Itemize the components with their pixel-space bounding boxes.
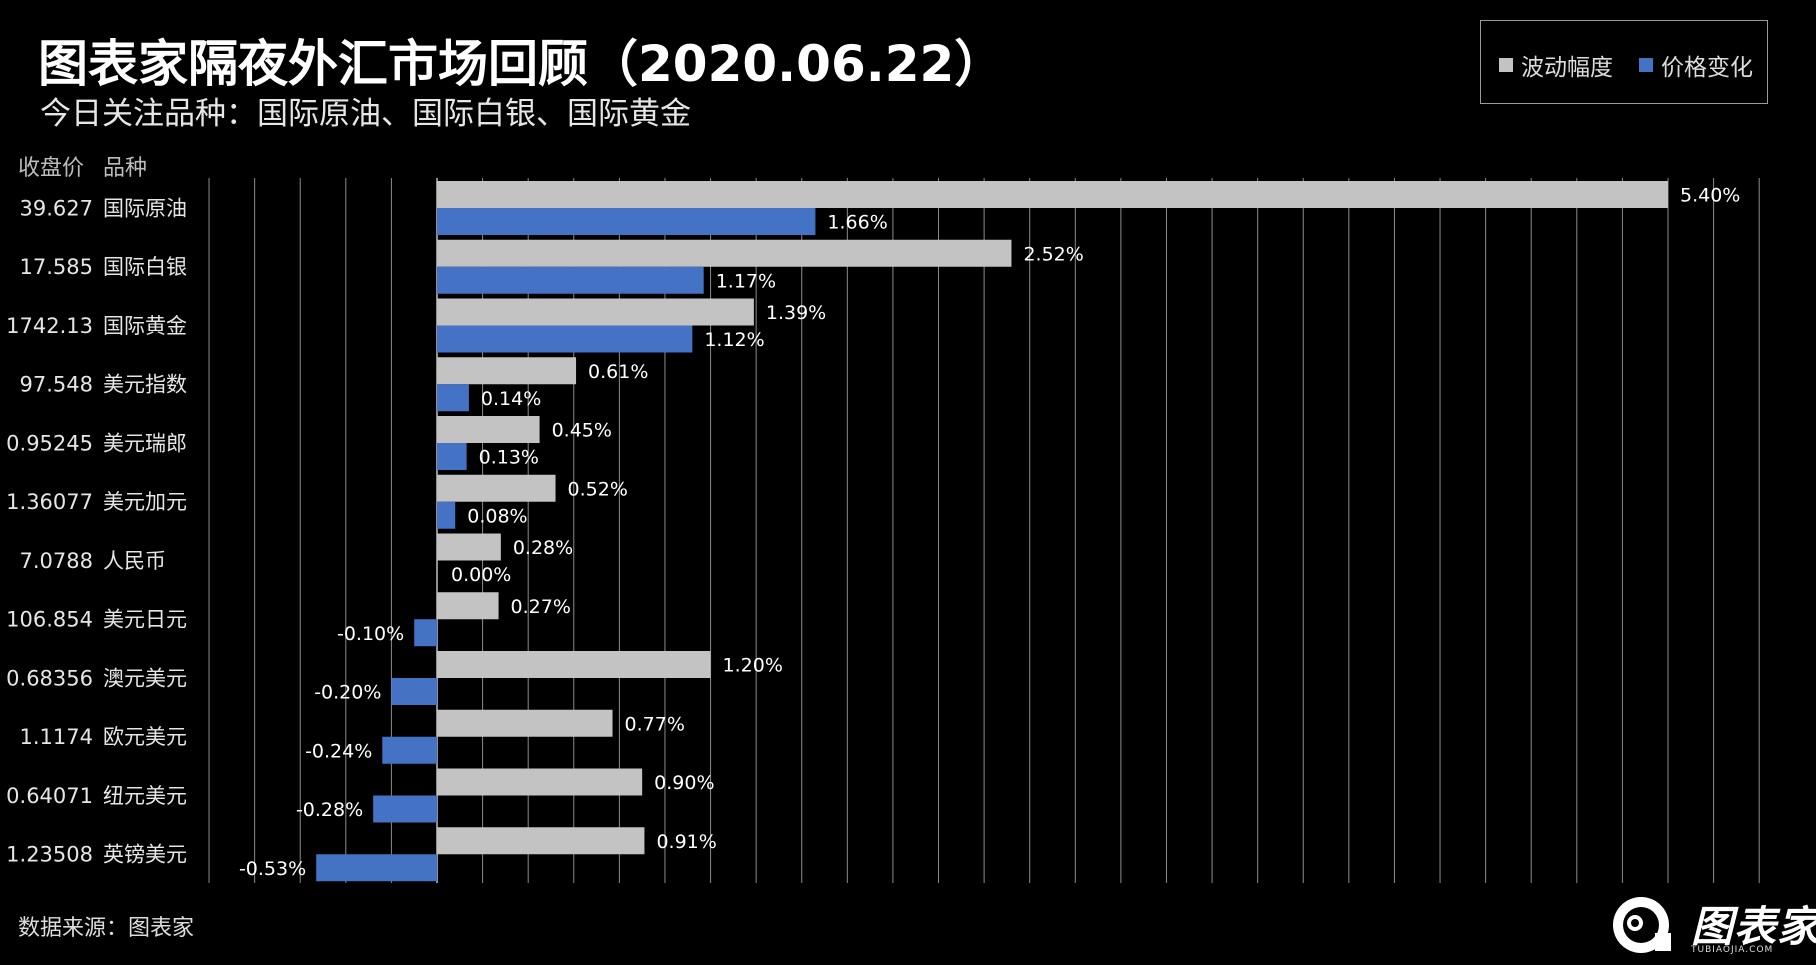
data-label: 0.52% (568, 478, 628, 500)
volatility-bar (437, 474, 556, 502)
volatility-bar (437, 709, 613, 737)
instrument-label: 美元加元 (103, 490, 187, 514)
data-label: 5.40% (1680, 185, 1740, 207)
data-label: -0.20% (314, 682, 381, 704)
price-change-bar (382, 736, 437, 764)
close-price-label: 0.68356 (6, 666, 93, 690)
volatility-bar (437, 239, 1012, 267)
data-label: 0.90% (654, 772, 714, 794)
data-label: 0.08% (467, 505, 527, 527)
legend-swatch-volatility (1499, 58, 1513, 72)
data-label: -0.53% (239, 858, 306, 880)
price-change-bar (437, 208, 816, 235)
instrument-label: 美元指数 (103, 373, 187, 397)
data-label: 0.77% (625, 713, 685, 735)
close-price-label: 0.64071 (6, 784, 93, 808)
data-label: -0.24% (305, 740, 372, 762)
volatility-bar (437, 181, 1668, 208)
brand-name: 图表家 (1691, 902, 1816, 951)
instrument-label: 美元日元 (103, 608, 187, 632)
price-change-bar (437, 443, 467, 470)
legend-swatch-price-change (1639, 58, 1653, 72)
instrument-label: 英镑美元 (103, 843, 187, 867)
instrument-label: 国际原油 (103, 196, 187, 220)
data-label: 1.12% (704, 329, 764, 351)
column-header-instrument: 品种 (103, 156, 148, 181)
close-price-label: 7.0788 (20, 549, 93, 573)
close-price-label: 1742.13 (6, 314, 93, 338)
price-change-bar (316, 854, 437, 882)
data-label: 0.61% (588, 361, 648, 383)
price-change-bar (391, 678, 437, 705)
volatility-bar (437, 827, 645, 855)
volatility-bar (437, 651, 711, 678)
price-change-bar (437, 384, 469, 412)
brand-mascot-icon (1613, 897, 1671, 953)
volatility-bar (437, 416, 540, 443)
data-label: 0.91% (656, 831, 716, 853)
data-label: 1.17% (716, 270, 776, 292)
chart-title: 图表家隔夜外汇市场回顾（2020.06.22） (38, 35, 1005, 93)
price-change-bar (414, 619, 437, 647)
instrument-label: 欧元美元 (103, 725, 187, 749)
volatility-bar (437, 592, 499, 620)
close-price-label: 1.1174 (20, 725, 93, 749)
legend: 波动幅度 价格变化 (1480, 20, 1768, 104)
brand-url: TUBIAOJIA.COM (1691, 945, 1774, 955)
price-change-bar (437, 325, 693, 353)
volatility-bar (437, 357, 577, 385)
column-header-close-price: 收盘价 (18, 156, 85, 181)
data-label: 1.20% (723, 655, 783, 677)
price-change-bar (437, 266, 704, 294)
data-label: 0.13% (479, 447, 539, 469)
data-label: 0.45% (552, 420, 612, 442)
instrument-label: 美元瑞郎 (103, 431, 187, 455)
data-label: -0.10% (337, 623, 404, 645)
volatility-bar (437, 768, 643, 796)
legend-item-price-change: 价格变化 (1639, 48, 1753, 82)
price-change-bar (437, 501, 456, 529)
close-price-label: 106.854 (6, 608, 93, 632)
brand-logo: 图表家 TUBIAOJIA.COM (1607, 893, 1816, 957)
legend-label-volatility: 波动幅度 (1521, 55, 1613, 81)
close-price-label: 1.36077 (6, 490, 93, 514)
instrument-label: 国际白银 (103, 255, 187, 279)
data-label: 0.27% (511, 596, 571, 618)
data-label: 2.52% (1023, 243, 1083, 265)
close-price-label: 0.95245 (6, 431, 93, 455)
volatility-bar (437, 298, 754, 326)
instrument-label: 纽元美元 (103, 784, 187, 808)
instrument-label: 国际黄金 (103, 314, 187, 338)
volatility-bar (437, 533, 501, 561)
legend-label-price-change: 价格变化 (1661, 55, 1753, 81)
instrument-label: 人民币 (103, 549, 166, 573)
close-price-label: 39.627 (20, 196, 93, 220)
chart-subtitle: 今日关注品种：国际原油、国际白银、国际黄金 (40, 96, 691, 132)
legend-item-volatility: 波动幅度 (1499, 48, 1613, 82)
data-source: 数据来源：图表家 (18, 916, 195, 941)
instrument-label: 澳元美元 (103, 666, 187, 690)
close-price-label: 97.548 (20, 373, 93, 397)
close-price-label: 17.585 (20, 255, 93, 279)
data-label: 1.39% (766, 302, 826, 324)
data-label: 0.14% (481, 388, 541, 410)
close-price-label: 1.23508 (6, 843, 93, 867)
data-label: -0.28% (296, 799, 363, 821)
data-label: 0.00% (451, 564, 511, 586)
price-change-bar (373, 795, 437, 823)
data-label: 1.66% (827, 212, 887, 234)
data-label: 0.28% (513, 537, 573, 559)
